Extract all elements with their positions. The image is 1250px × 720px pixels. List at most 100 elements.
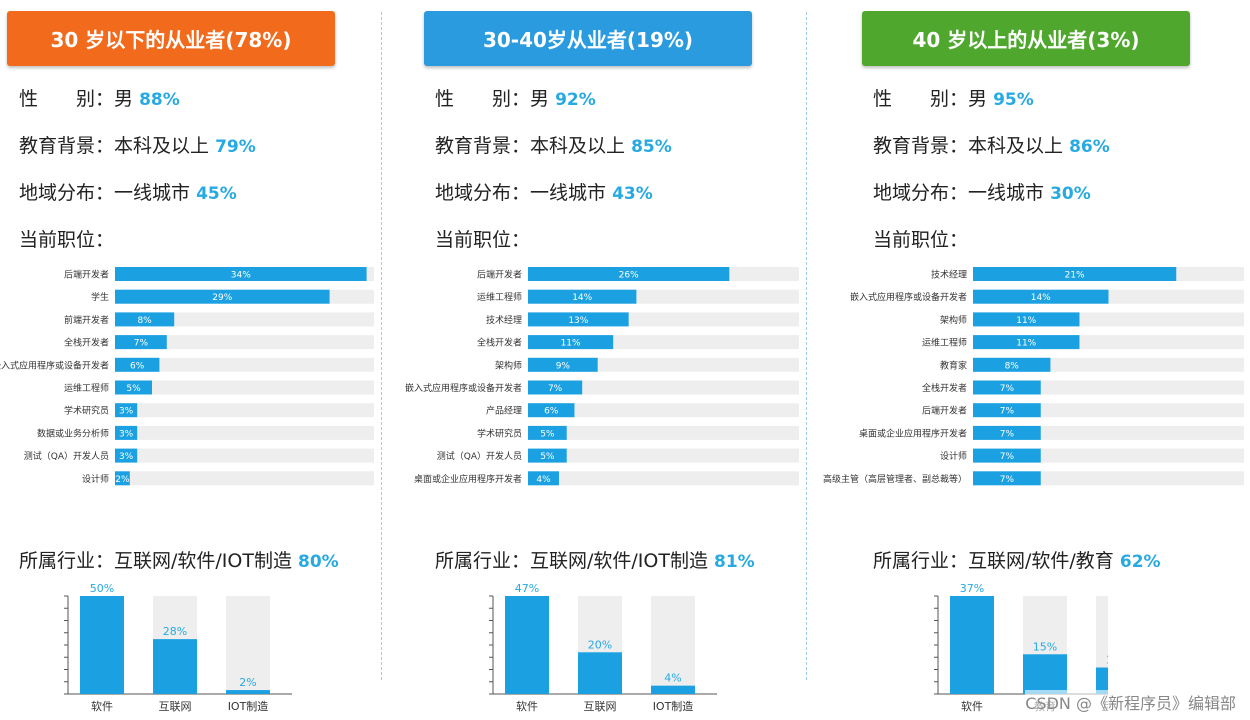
bar <box>115 403 138 418</box>
industry-label: 所属行业：互联网/软件/教育 <box>873 550 1114 572</box>
bar <box>973 380 1041 395</box>
industry-row: 所属行业：互联网/软件/IOT制造 80% <box>19 546 339 573</box>
region-label: 地域分布：一线城市 <box>873 182 1045 204</box>
bar <box>115 357 160 372</box>
industry-value: 62% <box>1119 552 1161 572</box>
category-label: 高级主管（高层管理者、副总裁等） <box>823 473 967 485</box>
region-label: 地域分布：一线城市 <box>435 182 607 204</box>
panel-30-40: 30-40岁从业者(19%) 性 别：男 92% 教育背景：本科及以上 85% … <box>383 0 805 720</box>
data-label: 5% <box>540 452 555 462</box>
data-label: 5% <box>126 384 141 394</box>
data-label: 3% <box>119 407 134 417</box>
industry-value: 81% <box>714 552 755 572</box>
position-bar-chart: 技术经理 21% 嵌入式应用程序或设备开发者 14% 架构师 11% 运维工程师 11% 教育家… <box>823 267 1244 486</box>
region-row: 地域分布：一线城市 30% <box>873 178 1091 205</box>
category-label: 全栈开发者 <box>64 337 109 349</box>
category-label: IOT制造 <box>228 699 269 713</box>
data-label: 47% <box>515 582 539 595</box>
education-label: 教育背景：本科及以上 <box>873 135 1064 157</box>
category-label: 嵌入式应用程序或设备开发者 <box>0 359 109 371</box>
data-label: 7% <box>1000 429 1015 439</box>
bar-track <box>115 471 374 486</box>
data-label: 26% <box>619 271 639 281</box>
bar <box>505 596 549 694</box>
education-row: 教育背景：本科及以上 85% <box>435 131 672 158</box>
bar-track <box>651 596 695 694</box>
category-label: 桌面或企业应用程序开发者 <box>414 473 522 485</box>
industry-row: 所属行业：互联网/软件/教育 62% <box>873 546 1161 573</box>
position-bar-chart: 后端开发者 34% 学生 29% 前端开发者 8% 全栈开发者 7% 嵌入式应用程序或设备开发者… <box>0 267 374 486</box>
gender-value: 95% <box>993 90 1034 110</box>
panel-over-40: 40 岁以上的从业者(3%) 性 别：男 95% 教育背景：本科及以上 86% … <box>808 0 1250 720</box>
category-label: IOT制造 <box>653 699 694 713</box>
category-label: 全栈开发者 <box>922 382 967 394</box>
data-label: 4% <box>536 475 551 485</box>
bar-track <box>115 357 374 372</box>
bar <box>651 685 695 694</box>
gender-label: 性 别：男 <box>873 88 988 110</box>
region-value: 30% <box>1050 184 1091 204</box>
category-label: 运维工程师 <box>477 291 522 303</box>
data-label: 10% <box>1106 654 1108 667</box>
category-label: 后端开发者 <box>922 405 967 417</box>
data-label: 14% <box>1031 293 1051 303</box>
bar <box>973 335 1080 350</box>
bar <box>528 425 567 440</box>
bar <box>973 267 1177 281</box>
data-label: 29% <box>212 293 232 303</box>
education-label: 教育背景：本科及以上 <box>19 135 210 157</box>
category-label: 嵌入式应用程序或设备开发者 <box>850 291 967 303</box>
data-label: 15% <box>1033 640 1057 653</box>
bar <box>1096 667 1108 694</box>
bar-track <box>115 425 374 440</box>
data-label: 3% <box>119 452 134 462</box>
bar-track <box>115 448 374 463</box>
data-label: 8% <box>137 316 152 326</box>
bar <box>115 471 130 486</box>
data-label: 6% <box>130 361 145 371</box>
category-label: 互联网 <box>159 700 192 713</box>
bar <box>115 312 175 327</box>
data-label: 7% <box>1000 475 1015 485</box>
education-value: 85% <box>631 137 672 157</box>
data-label: 28% <box>163 625 187 638</box>
bar <box>115 335 167 350</box>
divider-right <box>806 12 807 680</box>
education-value: 86% <box>1069 137 1110 157</box>
bar <box>528 380 583 395</box>
bar-track <box>528 403 799 418</box>
data-label: 20% <box>588 638 612 651</box>
data-label: 2% <box>115 475 130 485</box>
category-label: 软件 <box>516 699 538 713</box>
data-label: 11% <box>1016 316 1036 326</box>
panel-title: 30-40岁从业者(19%) <box>424 11 752 66</box>
watermark: CSDN @《新程序员》编辑部 <box>1025 690 1236 714</box>
data-label: 11% <box>561 339 581 349</box>
bar <box>528 312 629 327</box>
position-label: 当前职位： <box>19 229 115 251</box>
bar <box>578 652 622 694</box>
bar <box>528 289 637 304</box>
data-label: 7% <box>134 339 149 349</box>
bar-track <box>115 335 374 350</box>
bar <box>973 357 1051 372</box>
position-label: 当前职位： <box>873 229 969 251</box>
bar <box>528 471 559 486</box>
industry-label: 所属行业：互联网/软件/IOT制造 <box>435 550 708 572</box>
bar <box>115 267 367 281</box>
gender-row: 性 别：男 88% <box>19 84 180 111</box>
bar <box>973 471 1041 486</box>
data-label: 3% <box>119 429 134 439</box>
category-label: 桌面或企业应用程序开发者 <box>859 427 967 439</box>
category-label: 技术经理 <box>931 269 967 281</box>
bar <box>973 425 1041 440</box>
bar <box>950 596 994 694</box>
data-label: 4% <box>664 672 681 685</box>
category-label: 产品经理 <box>486 405 522 417</box>
panel-title: 40 岁以上的从业者(3%) <box>862 11 1190 66</box>
data-label: 13% <box>568 316 588 326</box>
category-label: 教育家 <box>940 359 967 371</box>
bar <box>973 289 1109 304</box>
industry-label: 所属行业：互联网/软件/IOT制造 <box>19 550 292 572</box>
